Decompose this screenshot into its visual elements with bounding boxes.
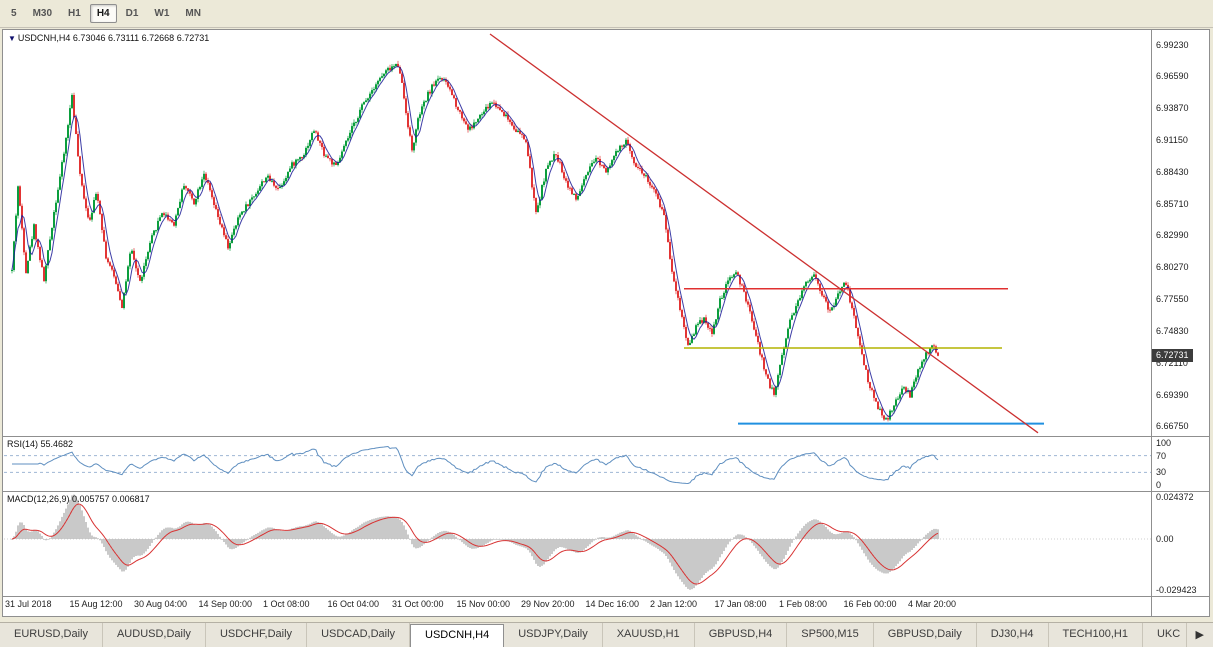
- time-axis-label: 14 Dec 16:00: [585, 599, 640, 609]
- symbol-tab-usdjpy-daily[interactable]: USDJPY,Daily: [504, 623, 603, 647]
- symbol-tab-gbpusd-h4[interactable]: GBPUSD,H4: [695, 623, 788, 647]
- candlestick-chart[interactable]: [4, 31, 1151, 436]
- time-axis-label: 31 Oct 00:00: [392, 599, 444, 609]
- time-axis-label: 29 Nov 20:00: [521, 599, 575, 609]
- rsi-scale-label: 0: [1156, 480, 1162, 490]
- price-scale-label: 6.66750: [1156, 420, 1189, 431]
- symbol-tab-gbpusd-daily[interactable]: GBPUSD,Daily: [874, 623, 977, 647]
- price-scale-label: 6.91150: [1156, 134, 1188, 145]
- symbol-tab-usdchf-daily[interactable]: USDCHF,Daily: [206, 623, 308, 647]
- macd-scale-label: 0.00: [1156, 533, 1174, 544]
- tab-scroll-right-icon[interactable]: ▶: [1185, 623, 1213, 647]
- macd-label: MACD(12,26,9) 0.005757 0.006817: [7, 494, 150, 504]
- chart-window: ▼ USDCNH,H4 6.73046 6.73111 6.72668 6.727…: [2, 29, 1210, 617]
- symbol-tab-xauusd-h1[interactable]: XAUUSD,H1: [603, 623, 695, 647]
- time-axis-separator: [3, 596, 1209, 597]
- timeframe-button-5[interactable]: 5: [11, 8, 17, 19]
- current-price-badge: 6.72731: [1152, 348, 1193, 362]
- rsi-scale-label: 30: [1156, 467, 1167, 478]
- time-axis-label: 16 Oct 04:00: [327, 599, 380, 609]
- symbol-tab-bar: EURUSD,Daily AUDUSD,Daily USDCHF,Daily USDC…: [0, 622, 1213, 647]
- price-scale-label: 6.96590: [1156, 70, 1189, 81]
- price-scale-label: 6.93870: [1156, 102, 1189, 113]
- price-scale-label: 6.80270: [1156, 262, 1189, 273]
- rsi-scale-label: 70: [1156, 450, 1167, 461]
- price-scale-label: 6.72110: [1156, 358, 1188, 369]
- time-axis-label: 30 Aug 04:00: [134, 599, 188, 609]
- rsi-panel-separator[interactable]: [3, 436, 1209, 437]
- price-scale-label: 6.77550: [1156, 294, 1189, 305]
- symbol-tab-sp500-m15[interactable]: SP500,M15: [787, 623, 874, 647]
- rsi-scale-label: 100: [1156, 438, 1172, 448]
- symbol-tab-usdcnh-h4[interactable]: USDCNH,H4: [410, 624, 505, 647]
- timeframe-button-h1[interactable]: H1: [68, 8, 81, 19]
- rsi-indicator-chart[interactable]: [4, 437, 1151, 491]
- price-scale-label: 6.85710: [1156, 198, 1189, 209]
- symbol-tab-usdcad-daily[interactable]: USDCAD,Daily: [307, 623, 411, 647]
- macd-scale-label: -0.029423: [1156, 584, 1197, 595]
- symbol-tab-audusd-daily[interactable]: AUDUSD,Daily: [103, 623, 206, 647]
- symbol-tab-dj30-h4[interactable]: DJ30,H4: [977, 623, 1049, 647]
- price-scale-label: 6.82990: [1156, 230, 1189, 241]
- chart-ohlc-text: USDCNH,H4 6.73046 6.73111 6.72668 6.7273…: [17, 33, 210, 43]
- macd-panel-separator[interactable]: [3, 491, 1209, 492]
- timeframe-button-w1[interactable]: W1: [154, 8, 170, 19]
- chart-marker-icon: ▼: [8, 34, 16, 43]
- timeframe-button-h4[interactable]: H4: [89, 4, 117, 23]
- macd-scale-label: 0.024372: [1156, 491, 1194, 502]
- symbol-tab-tech100-h1[interactable]: TECH100,H1: [1049, 623, 1143, 647]
- time-axis-label: 15 Nov 00:00: [456, 599, 511, 609]
- symbol-tab-ukc[interactable]: UKC: [1143, 623, 1186, 647]
- price-scale-label: 6.74830: [1156, 326, 1189, 337]
- symbol-tabs: EURUSD,Daily AUDUSD,Daily USDCHF,Daily USDC…: [0, 623, 1186, 647]
- time-axis-label: 14 Sep 00:00: [198, 599, 253, 609]
- time-axis-label: 1 Oct 08:00: [263, 599, 310, 609]
- chart-ohlc-header: ▼ USDCNH,H4 6.73046 6.73111 6.72668 6.727…: [8, 33, 209, 43]
- price-scale-label: 6.99230: [1156, 40, 1189, 50]
- symbol-tab-eurusd-daily[interactable]: EURUSD,Daily: [0, 623, 103, 647]
- price-scale-label: 6.69390: [1156, 390, 1189, 401]
- time-axis-label: 17 Jan 08:00: [714, 599, 767, 609]
- price-scale-divider: [1151, 30, 1152, 616]
- timeframe-toolbar: 5 M30 H1 H4 D1 W1 MN: [0, 0, 1213, 28]
- time-axis-label: 31 Jul 2018: [5, 599, 52, 609]
- time-axis-label: 1 Feb 08:00: [779, 599, 828, 609]
- timeframe-button-m30[interactable]: M30: [32, 8, 53, 19]
- timeframe-button-d1[interactable]: D1: [125, 8, 139, 19]
- timeframe-button-mn[interactable]: MN: [185, 8, 201, 19]
- macd-indicator-chart[interactable]: [4, 492, 1151, 596]
- price-scale-label: 6.88430: [1156, 166, 1189, 177]
- time-axis-label: 4 Mar 20:00: [908, 599, 957, 609]
- time-axis-label: 2 Jan 12:00: [650, 599, 698, 609]
- time-axis-label: 16 Feb 00:00: [843, 599, 897, 609]
- time-axis-label: 15 Aug 12:00: [69, 599, 123, 609]
- rsi-label: RSI(14) 55.4682: [7, 439, 74, 449]
